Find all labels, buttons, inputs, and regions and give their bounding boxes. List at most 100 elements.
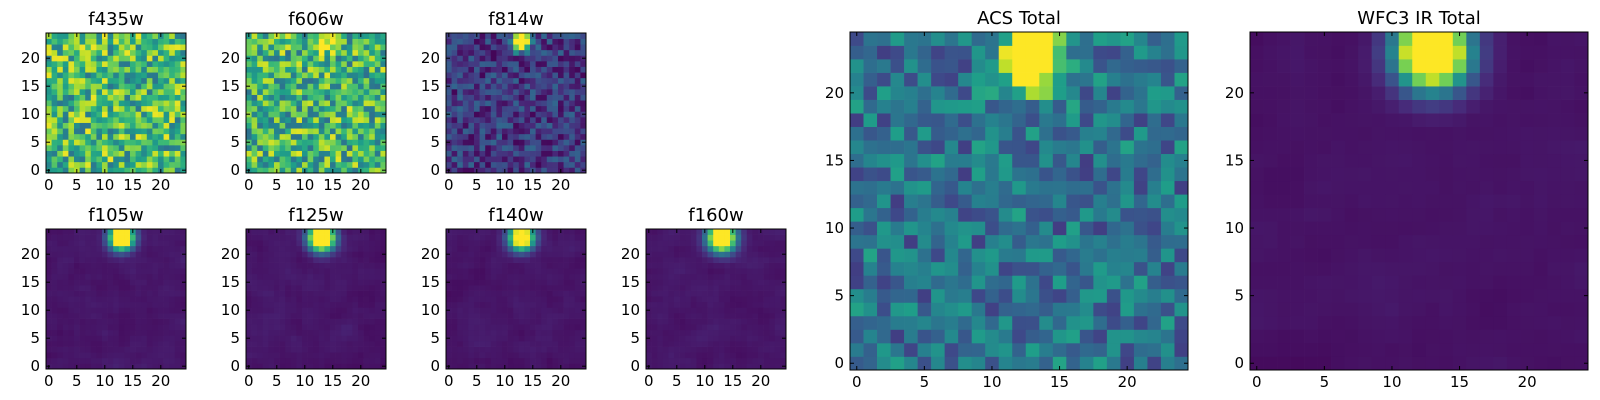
heatmap-cell <box>380 234 387 241</box>
heatmap-cell <box>146 307 153 314</box>
heatmap-cell <box>369 105 376 112</box>
heatmap-cell <box>1106 180 1121 195</box>
heatmap-cell <box>330 245 336 252</box>
heatmap-cell <box>474 341 480 347</box>
heatmap-cell <box>931 275 945 290</box>
heatmap-cell <box>374 307 381 314</box>
heatmap-cell <box>1133 221 1148 236</box>
heatmap-cell <box>374 139 381 146</box>
heatmap-cell <box>730 335 736 342</box>
heatmap-cell <box>262 313 269 319</box>
heatmap-cell <box>468 324 475 331</box>
heatmap-cell <box>1079 275 1094 290</box>
heatmap-cell <box>130 89 136 95</box>
y-tick-label: 15 <box>21 273 40 291</box>
heatmap-cell <box>290 245 297 252</box>
heatmap-cell <box>141 89 148 95</box>
heatmap-cell <box>546 234 553 241</box>
heatmap-cell <box>85 301 92 308</box>
heatmap-cell <box>279 290 286 297</box>
heatmap-cell <box>318 139 325 146</box>
heatmap-cell <box>290 77 297 84</box>
heatmap-cell <box>96 279 103 286</box>
heatmap-cell <box>68 77 75 84</box>
heatmap-cell <box>746 262 753 269</box>
heatmap-cell <box>307 313 314 319</box>
heatmap-cell <box>558 156 564 163</box>
heatmap-cell <box>163 279 170 286</box>
heatmap-cell <box>68 139 75 146</box>
heatmap-cell <box>313 94 320 101</box>
heatmap-cell <box>285 341 292 347</box>
heatmap-cell <box>1012 234 1027 249</box>
heatmap-cell <box>546 122 553 129</box>
heatmap-cell <box>1174 167 1189 182</box>
heatmap-cell <box>690 341 697 347</box>
heatmap-cell <box>513 341 520 347</box>
heatmap-cell <box>735 245 742 252</box>
heatmap-cell <box>468 296 475 303</box>
heatmap-cell <box>518 273 525 280</box>
heatmap-cell <box>502 329 508 336</box>
heatmap-cell <box>690 324 697 331</box>
heatmap-cell <box>474 111 480 118</box>
heatmap-cell <box>451 150 458 157</box>
heatmap-cell <box>74 262 80 269</box>
heatmap-cell <box>462 122 469 129</box>
heatmap-cell <box>113 44 120 51</box>
heatmap-cell <box>180 313 187 319</box>
heatmap-cell <box>290 240 297 247</box>
heatmap-cell <box>169 290 176 297</box>
heatmap-cell <box>490 128 497 135</box>
heatmap-cell <box>730 313 736 319</box>
heatmap-cell <box>646 240 652 247</box>
heatmap-cell <box>574 234 581 241</box>
heatmap-cell <box>496 150 503 157</box>
heatmap-cell <box>180 49 187 56</box>
heatmap-cell <box>490 105 497 112</box>
heatmap-cell <box>474 139 480 146</box>
heatmap-cell <box>358 324 364 331</box>
heatmap-cell <box>152 352 159 359</box>
heatmap-cell <box>324 324 331 331</box>
heatmap-cell <box>46 245 52 252</box>
heatmap-cell <box>174 66 181 73</box>
heatmap-cell <box>313 44 320 51</box>
heatmap-cell <box>130 245 136 252</box>
heatmap-cell <box>746 245 753 252</box>
heatmap-cell <box>380 44 387 51</box>
heatmap-cell <box>158 161 164 168</box>
heatmap-cell <box>174 324 181 331</box>
heatmap-cell <box>985 329 1000 344</box>
heatmap-cell <box>850 207 864 222</box>
heatmap-cell <box>513 72 520 79</box>
heatmap-cell <box>68 161 75 168</box>
heatmap-cell <box>246 273 252 280</box>
heatmap-cell <box>474 245 480 252</box>
heatmap-cell <box>518 150 525 157</box>
y-tick-label: 0 <box>230 357 240 375</box>
heatmap-cell <box>96 133 103 140</box>
heatmap-cell <box>1106 342 1121 357</box>
heatmap-cell <box>102 324 108 331</box>
heatmap-cell <box>335 251 342 258</box>
heatmap-cell <box>674 335 680 342</box>
heatmap-cell <box>118 290 125 297</box>
heatmap-cell <box>931 248 945 263</box>
heatmap-cell <box>318 111 325 118</box>
heatmap-cell <box>118 49 125 56</box>
heatmap-cell <box>302 111 308 118</box>
heatmap-cell <box>690 313 697 319</box>
heatmap-cell <box>68 133 75 140</box>
heatmap-cell <box>352 66 359 73</box>
heatmap-cell <box>152 139 159 146</box>
heatmap-cell <box>174 279 181 286</box>
heatmap-cell <box>46 290 52 297</box>
heatmap-cell <box>257 66 264 73</box>
heatmap-cell <box>685 363 692 370</box>
heatmap-cell <box>107 111 114 118</box>
heatmap-cell <box>141 313 148 319</box>
heatmap-cell <box>580 44 587 51</box>
heatmap-cell <box>535 83 542 90</box>
heatmap-cell <box>696 363 703 370</box>
